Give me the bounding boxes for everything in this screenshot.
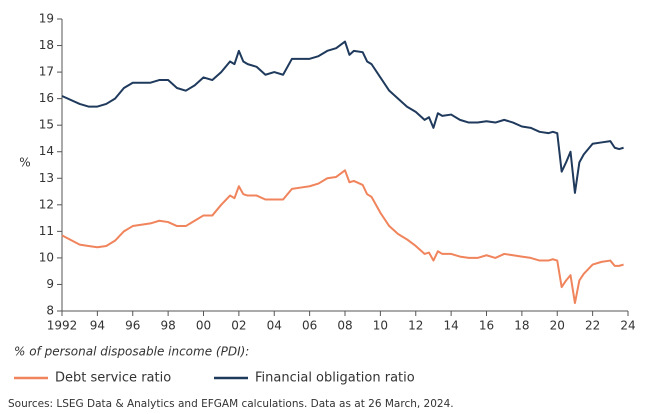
x-tick-label: 14 <box>443 319 458 333</box>
x-tick-label: 08 <box>337 319 352 333</box>
series-line <box>61 40 624 194</box>
x-tick-label: 94 <box>90 319 105 333</box>
y-tick-label: 10 <box>39 250 54 264</box>
x-tick-label: 02 <box>231 319 246 333</box>
legend-label: Financial obligation ratio <box>255 371 415 386</box>
x-tick-label: 12 <box>408 319 423 333</box>
series-line <box>61 169 624 305</box>
x-tick-label: 06 <box>302 319 317 333</box>
y-tick-label: 13 <box>39 171 54 185</box>
y-tick-label: 16 <box>39 91 54 105</box>
x-tick-label: 24 <box>620 319 635 333</box>
source: Sources: LSEG Data & Analytics and EFGAM… <box>8 398 454 410</box>
y-tick-label: 18 <box>39 38 54 52</box>
y-tick-label: 8 <box>46 304 54 318</box>
y-tick-label: 19 <box>39 12 54 26</box>
y-axis-label: % <box>19 156 30 170</box>
x-tick-label: 1992 <box>47 319 78 333</box>
x-tick-label: 22 <box>585 319 600 333</box>
x-tick-label: 18 <box>514 319 529 333</box>
y-tick-label: 14 <box>39 144 54 158</box>
y-tick-label: 12 <box>39 197 54 211</box>
x-tick-label: 20 <box>550 319 565 333</box>
y-tick-label: 9 <box>46 277 54 291</box>
x-tick-label: 10 <box>373 319 388 333</box>
subtitle: % of personal disposable income (PDI): <box>14 345 249 359</box>
x-tick-label: 98 <box>160 319 175 333</box>
y-tick-label: 17 <box>39 65 54 79</box>
y-tick-label: 15 <box>39 118 54 132</box>
x-tick-label: 00 <box>196 319 211 333</box>
y-tick-label: 11 <box>39 224 54 238</box>
x-tick-label: 96 <box>125 319 140 333</box>
x-tick-label: 04 <box>267 319 282 333</box>
legend-label: Debt service ratio <box>55 371 171 386</box>
x-tick-label: 16 <box>479 319 494 333</box>
